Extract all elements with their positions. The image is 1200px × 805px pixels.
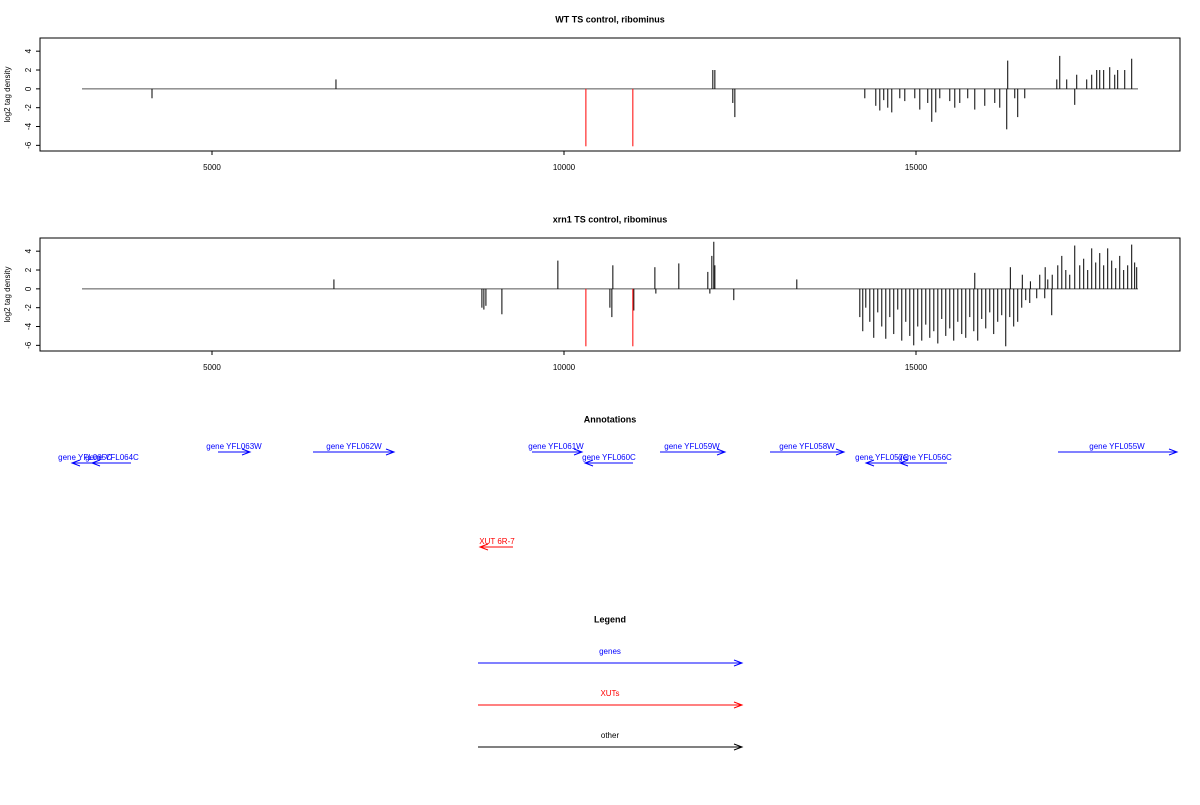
legend-arrow-head xyxy=(733,701,744,709)
annotation-arrow-head xyxy=(573,448,584,456)
annotation-arrow xyxy=(478,543,513,551)
y-tick-label: -4 xyxy=(24,322,33,330)
annotation-arrow-head xyxy=(70,459,81,467)
annotation-label: gene YFL057C xyxy=(855,453,909,462)
annotation-arrow-head xyxy=(716,448,727,456)
chart-title: WT TS control, ribominus xyxy=(555,14,665,24)
annotation-arrow-head xyxy=(1168,448,1179,456)
annotation-arrow xyxy=(770,448,846,456)
annotation-arrow-head xyxy=(583,459,594,467)
legend-title: Legend xyxy=(594,614,626,624)
annotation-label: gene YFL063W xyxy=(206,442,262,451)
legend-arrow-head xyxy=(733,659,744,667)
y-tick-label: 4 xyxy=(24,48,33,53)
annotation-arrow xyxy=(532,448,584,456)
annotation-arrow xyxy=(660,448,727,456)
annotation-arrow xyxy=(1058,448,1179,456)
y-tick-label: -2 xyxy=(24,104,33,112)
y-tick-label: 2 xyxy=(24,267,33,272)
annotation-arrow xyxy=(313,448,396,456)
annotation-label: gene YFL058W xyxy=(779,442,835,451)
x-tick-label: 15000 xyxy=(905,363,928,372)
legend-arrow xyxy=(478,701,744,709)
chart-title: xrn1 TS control, ribominus xyxy=(553,214,668,224)
annotations-title: Annotations xyxy=(584,414,637,424)
annotation-arrow xyxy=(218,448,252,456)
annotation-arrow-head xyxy=(478,543,489,551)
legend-label: genes xyxy=(599,647,621,656)
y-tick-label: -6 xyxy=(24,341,33,349)
y-tick-label: -4 xyxy=(24,122,33,130)
y-tick-label: 2 xyxy=(24,67,33,72)
annotation-arrow-head xyxy=(241,448,252,456)
annotation-label: gene YFL065C xyxy=(58,453,112,462)
annotation-label: gene YFL055W xyxy=(1089,442,1145,451)
x-tick-label: 10000 xyxy=(553,363,576,372)
annotation-arrow-head xyxy=(385,448,396,456)
annotation-label: gene YFL062W xyxy=(326,442,382,451)
y-tick-label: 0 xyxy=(24,286,33,291)
y-axis-label: log2 tag density xyxy=(3,66,12,122)
annotation-arrow xyxy=(90,459,131,467)
x-tick-label: 5000 xyxy=(203,163,221,172)
annotation-arrow xyxy=(864,459,900,467)
annotation-arrow-head xyxy=(864,459,875,467)
legend-arrow-head xyxy=(733,743,744,751)
annotation-label: gene YFL064C xyxy=(85,453,139,462)
annotation-arrow xyxy=(898,459,947,467)
legend-label: other xyxy=(601,731,620,740)
annotation-arrow-head xyxy=(898,459,909,467)
legend-label: XUTs xyxy=(600,689,619,698)
annotation-label: gene YFL056C xyxy=(898,453,952,462)
annotation-label: XUT 6R-7 xyxy=(479,537,515,546)
annotation-arrow-head xyxy=(90,459,101,467)
annotation-arrow xyxy=(583,459,633,467)
y-tick-label: -6 xyxy=(24,141,33,149)
y-tick-label: 0 xyxy=(24,86,33,91)
x-tick-label: 15000 xyxy=(905,163,928,172)
y-tick-label: 4 xyxy=(24,248,33,253)
x-tick-label: 5000 xyxy=(203,363,221,372)
y-tick-label: -2 xyxy=(24,304,33,312)
annotation-label: gene YFL061W xyxy=(528,442,584,451)
annotation-label: gene YFL060C xyxy=(582,453,636,462)
legend-arrow xyxy=(478,659,744,667)
legend-arrow xyxy=(478,743,744,751)
plot-frame xyxy=(39,37,1181,152)
x-tick-label: 10000 xyxy=(553,163,576,172)
plot-frame xyxy=(39,237,1181,352)
annotation-arrow-head xyxy=(835,448,846,456)
y-axis-label: log2 tag density xyxy=(3,266,12,322)
annotation-label: gene YFL059W xyxy=(664,442,720,451)
